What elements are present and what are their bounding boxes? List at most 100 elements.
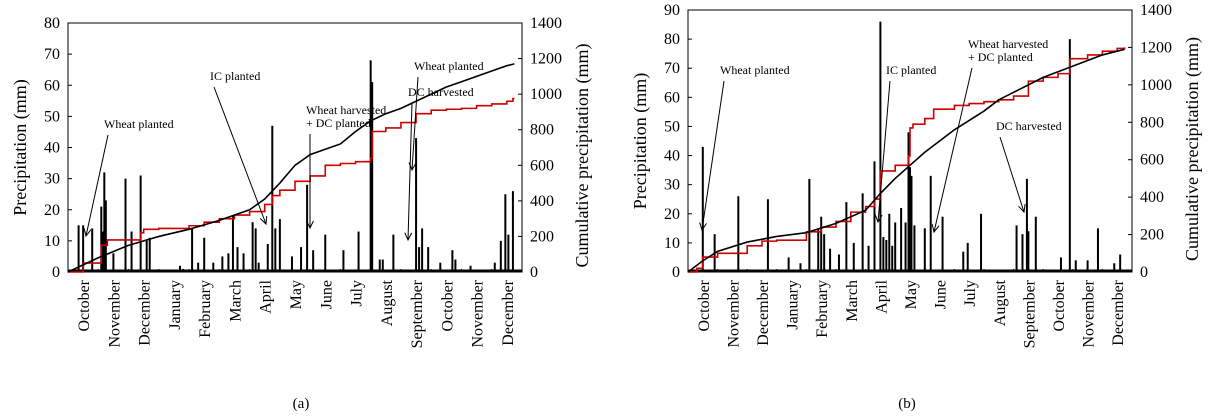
month-label: November [725,279,742,347]
y-tick-label: 10 [44,233,60,250]
y-axis-label: Precipitation (mm) [630,73,651,209]
y-tick-label: 10 [664,235,680,252]
annotation-arrow [933,67,973,233]
month-label: July [962,280,979,307]
y2-tick-label: 1000 [530,86,562,103]
y2-tick-label: 1400 [530,15,562,32]
y-tick-label: 80 [664,31,680,48]
cumulative-line [688,47,1126,273]
y-tick-label: 60 [664,89,680,106]
y-tick-label: 70 [44,46,60,63]
annotation-label: DC harvested [996,119,1062,133]
month-label: May [903,280,920,309]
y-tick-label: 30 [44,171,60,188]
y2-tick-label: 600 [1140,152,1164,169]
y2-tick-label: 1400 [1140,2,1172,19]
annotation-arrow [877,80,891,223]
cumulative-line [67,63,515,273]
annotation-arrowhead [83,228,92,238]
chart-panel-b: 0 10 20 30 40 50 60 70 80 90 0 200 400 600 800 1000 1200… [630,2,1203,412]
annotation-arrowhead [874,214,883,224]
annotation-arrowhead [699,222,707,232]
y-tick-label: 30 [664,177,680,194]
y2-tick-label: 0 [530,264,538,281]
annotation-label: + DC planted [306,116,371,130]
month-label: November [470,279,487,347]
y-tick-label: 80 [44,15,60,32]
y-axis-label: Precipitation (mm) [10,79,31,215]
annotation-arrow [999,136,1025,213]
month-label: September [409,279,426,348]
month-label: October [1051,279,1068,331]
annotation-arrowhead [259,215,268,226]
y2-tick-label: 1200 [530,51,562,68]
annotation-label: Wheat planted [414,59,484,73]
month-label: October [696,279,713,331]
month-label: November [106,279,123,347]
month-label: May [288,280,305,309]
month-label: December [137,279,154,345]
chart-panel-a: 0102030405060708002004006008001000120014… [10,15,593,412]
annotation-label: Wheat harvested [306,103,386,117]
annotation-label: Wheat planted [104,117,174,131]
y2-tick-label: 1000 [1140,77,1172,94]
annotation-label: DC harvested [408,85,474,99]
month-label: June [933,280,950,309]
month-label: October [76,279,93,331]
month-label: August [992,279,1009,326]
y2-axis-label: Cumulative precipitation (mm) [572,44,593,268]
month-label: September [1021,279,1038,348]
annotation-arrow [407,102,413,241]
annotation-arrow [213,86,267,225]
y2-tick-label: 400 [1140,189,1164,206]
cumulative-line [687,48,1125,273]
month-label: October [439,279,456,331]
y2-tick-label: 0 [1140,264,1148,281]
y2-tick-label: 400 [530,193,554,210]
month-label: December [755,279,772,345]
month-label: February [814,280,831,338]
month-label: March [227,280,244,322]
y2-tick-label: 1200 [1140,39,1172,56]
annotation-arrow [85,134,109,237]
month-label: June [318,280,335,309]
annotation-arrowhead [1018,204,1026,214]
month-label: November [1081,279,1098,347]
annotation-label: IC planted [210,69,260,83]
month-label: April [873,279,890,313]
y2-tick-label: 200 [530,228,554,245]
y2-tick-label: 800 [1140,114,1164,131]
y-tick-label: 0 [52,264,60,281]
annotation-arrow [701,80,725,231]
annotation-arrowhead [931,224,940,234]
y-tick-label: 50 [44,108,60,125]
y2-tick-label: 800 [530,122,554,139]
y2-tick-label: 600 [530,157,554,174]
month-label: January [785,280,802,330]
month-label: January [167,280,184,330]
month-label: April [258,279,275,313]
y-tick-label: 70 [664,60,680,77]
month-label: February [197,280,214,338]
month-label: July [349,280,366,307]
month-label: December [500,279,517,345]
y2-axis-label: Cumulative precipitation (mm) [1182,37,1203,261]
y-tick-label: 50 [664,118,680,135]
month-label: March [844,280,861,322]
y-tick-label: 0 [672,264,680,281]
month-label: December [1110,279,1127,345]
annotation-label: Wheat planted [720,63,790,77]
annotation-arrowhead [404,232,413,242]
annotation-label: IC planted [886,63,936,77]
annotation-arrowhead [306,220,314,230]
panel-label: (b) [898,396,916,412]
y-tick-label: 90 [664,2,680,19]
annotation-label: + DC planted [968,50,1033,64]
annotation-arrow [411,76,419,171]
y2-tick-label: 200 [1140,227,1164,244]
annotation-label: Wheat harvested [968,37,1048,51]
y-tick-label: 20 [664,206,680,223]
month-label: August [379,279,396,326]
y-tick-label: 20 [44,202,60,219]
